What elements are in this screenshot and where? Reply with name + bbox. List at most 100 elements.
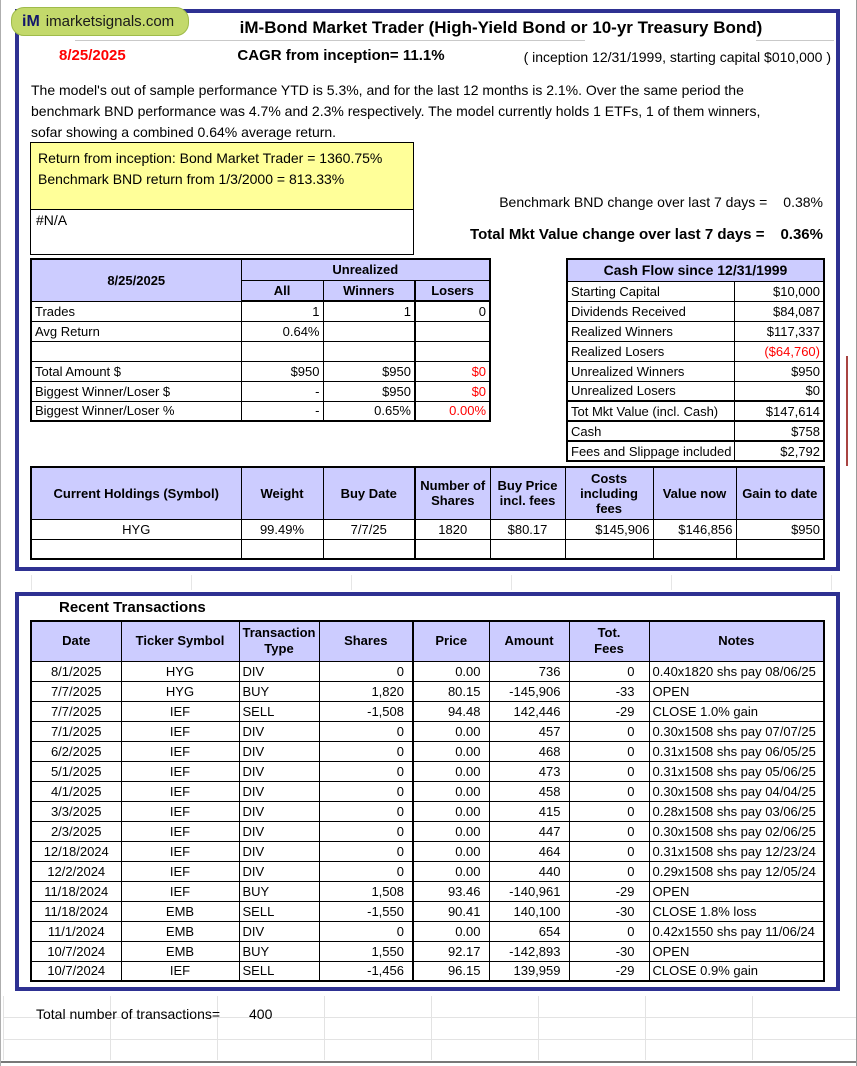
transaction-shares: 0 <box>318 760 414 782</box>
value-cell: $950 <box>322 380 416 402</box>
transaction-amount: 139,959 <box>488 960 570 982</box>
title-underline-right <box>756 40 834 41</box>
transaction-row: 5/1/2025 IEF DIV 0 0.00 473 0 0.31x1508 … <box>30 760 825 782</box>
transaction-price: 0.00 <box>412 720 490 742</box>
transaction-ticker: IEF <box>120 740 240 762</box>
row-label: Trades <box>30 300 242 322</box>
col-header-all: All <box>240 279 324 302</box>
cash-flow-value: $147,614 <box>733 400 825 422</box>
value-cell: $0 <box>413 380 491 402</box>
value-cell: - <box>240 380 324 402</box>
transaction-ticker: IEF <box>120 780 240 802</box>
transaction-shares: -1,508 <box>318 700 414 722</box>
col-header-fees: Tot. Fees <box>568 620 650 662</box>
col-header-date: Date <box>30 620 122 662</box>
transaction-date: 11/1/2024 <box>30 920 122 942</box>
transaction-price: 0.00 <box>412 660 490 682</box>
value-cell: - <box>240 400 324 422</box>
transaction-type: DIV <box>238 660 320 682</box>
transaction-price: 0.00 <box>412 820 490 842</box>
transaction-shares: 0 <box>318 820 414 842</box>
cash-flow-label: Realized Losers <box>566 340 735 362</box>
bottom-window-edge <box>1 1061 856 1063</box>
right-margin-red-line <box>846 356 848 466</box>
transaction-date: 6/2/2025 <box>30 740 122 762</box>
transaction-row: 12/2/2024 IEF DIV 0 0.00 440 0 0.29x1508… <box>30 860 825 882</box>
transaction-ticker: IEF <box>120 860 240 882</box>
holding-gain: $950 <box>735 518 825 540</box>
transaction-ticker: IEF <box>120 840 240 862</box>
transaction-date: 4/1/2025 <box>30 780 122 802</box>
transaction-type: DIV <box>238 860 320 882</box>
holding-buy-date: 7/7/25 <box>322 518 416 540</box>
table-row <box>30 340 491 362</box>
transaction-row: 10/7/2024 EMB BUY 1,550 92.17 -142,893 -… <box>30 940 825 962</box>
transaction-date: 7/7/2025 <box>30 680 122 702</box>
transaction-date: 12/18/2024 <box>30 840 122 862</box>
transaction-notes: 0.30x1508 shs pay 02/06/25 <box>648 820 825 842</box>
transaction-type: DIV <box>238 740 320 762</box>
page-title: iM-Bond Market Trader (High-Yield Bond o… <box>239 18 763 37</box>
transaction-date: 7/7/2025 <box>30 700 122 722</box>
table-row: Cash $758 <box>566 420 825 442</box>
transaction-notes: CLOSE 1.8% loss <box>648 900 825 922</box>
worksheet-gridlines-bottom <box>3 996 856 1060</box>
transaction-notes: 0.28x1508 shs pay 03/06/25 <box>648 800 825 822</box>
empty-cell <box>564 538 654 560</box>
transaction-ticker: EMB <box>120 940 240 962</box>
table-row: Starting Capital $10,000 <box>566 280 825 302</box>
imarketsignals-logo[interactable]: iM imarketsignals.com <box>11 7 190 36</box>
transaction-type: BUY <box>238 940 320 962</box>
transaction-row: 11/1/2024 EMB DIV 0 0.00 654 0 0.42x1550… <box>30 920 825 942</box>
col-header-type: Transaction Type <box>238 620 320 662</box>
row-label: Biggest Winner/Loser % <box>30 400 242 422</box>
transaction-price: 0.00 <box>412 860 490 882</box>
transaction-ticker: IEF <box>120 720 240 742</box>
transaction-fees: 0 <box>568 800 650 822</box>
value-cell: 0.64% <box>240 320 324 342</box>
empty-row <box>30 538 825 560</box>
transaction-row: 7/7/2025 IEF SELL -1,508 94.48 142,446 -… <box>30 700 825 722</box>
transaction-fees: 0 <box>568 660 650 682</box>
cash-flow-label: Cash <box>566 420 735 442</box>
transaction-date: 7/1/2025 <box>30 720 122 742</box>
table-row: Fees and Slippage included $2,792 <box>566 440 825 462</box>
transaction-row: 7/7/2025 HYG BUY 1,820 80.15 -145,906 -3… <box>30 680 825 702</box>
transaction-date: 10/7/2024 <box>30 960 122 982</box>
performance-summary-paragraph: The model's out of sample performance YT… <box>31 80 836 143</box>
summary-line-2: benchmark BND performance was 4.7% and 2… <box>31 103 761 119</box>
report-date: 8/25/2025 <box>59 47 126 64</box>
transaction-shares: 0 <box>318 720 414 742</box>
transaction-type: DIV <box>238 800 320 822</box>
total-transactions-label: Total number of transactions= <box>36 1006 221 1022</box>
cash-flow-table: Cash Flow since 12/31/1999 Starting Capi… <box>566 258 825 462</box>
cash-flow-label: Fees and Slippage included <box>566 440 735 462</box>
transaction-notes: OPEN <box>648 940 825 962</box>
table-row: Realized Losers ($64,760) <box>566 340 825 362</box>
value-cell <box>413 320 491 342</box>
benchmark-change-line: Benchmark BND change over last 7 days = … <box>431 194 823 210</box>
transaction-fees: 0 <box>568 760 650 782</box>
col-header-buy-date: Buy Date <box>322 466 416 520</box>
transaction-amount: -145,906 <box>488 680 570 702</box>
transaction-amount: 654 <box>488 920 570 942</box>
cash-flow-label: Starting Capital <box>566 280 735 302</box>
transaction-amount: -142,893 <box>488 940 570 962</box>
na-cell: #N/A <box>30 210 414 255</box>
transaction-notes: 0.31x1508 shs pay 12/23/24 <box>648 840 825 862</box>
transaction-ticker: IEF <box>120 760 240 782</box>
recent-transactions-title: Recent Transactions <box>59 599 206 616</box>
transaction-fees: -29 <box>568 700 650 722</box>
transaction-shares: -1,456 <box>318 960 414 982</box>
transaction-shares: 0 <box>318 920 414 942</box>
cash-flow-value: ($64,760) <box>733 340 825 362</box>
transaction-type: DIV <box>238 720 320 742</box>
table-row: Unrealized Winners $950 <box>566 360 825 382</box>
holding-costs: $145,906 <box>564 518 654 540</box>
col-header-costs: Costs including fees <box>564 466 654 520</box>
transaction-ticker: IEF <box>120 700 240 722</box>
unrealized-summary-table: 8/25/2025 Unrealized All Winners Losers … <box>30 258 492 422</box>
cash-flow-value: $117,337 <box>733 320 825 342</box>
table-row: Tot Mkt Value (incl. Cash) $147,614 <box>566 400 825 422</box>
col-header-price: Price <box>412 620 490 662</box>
